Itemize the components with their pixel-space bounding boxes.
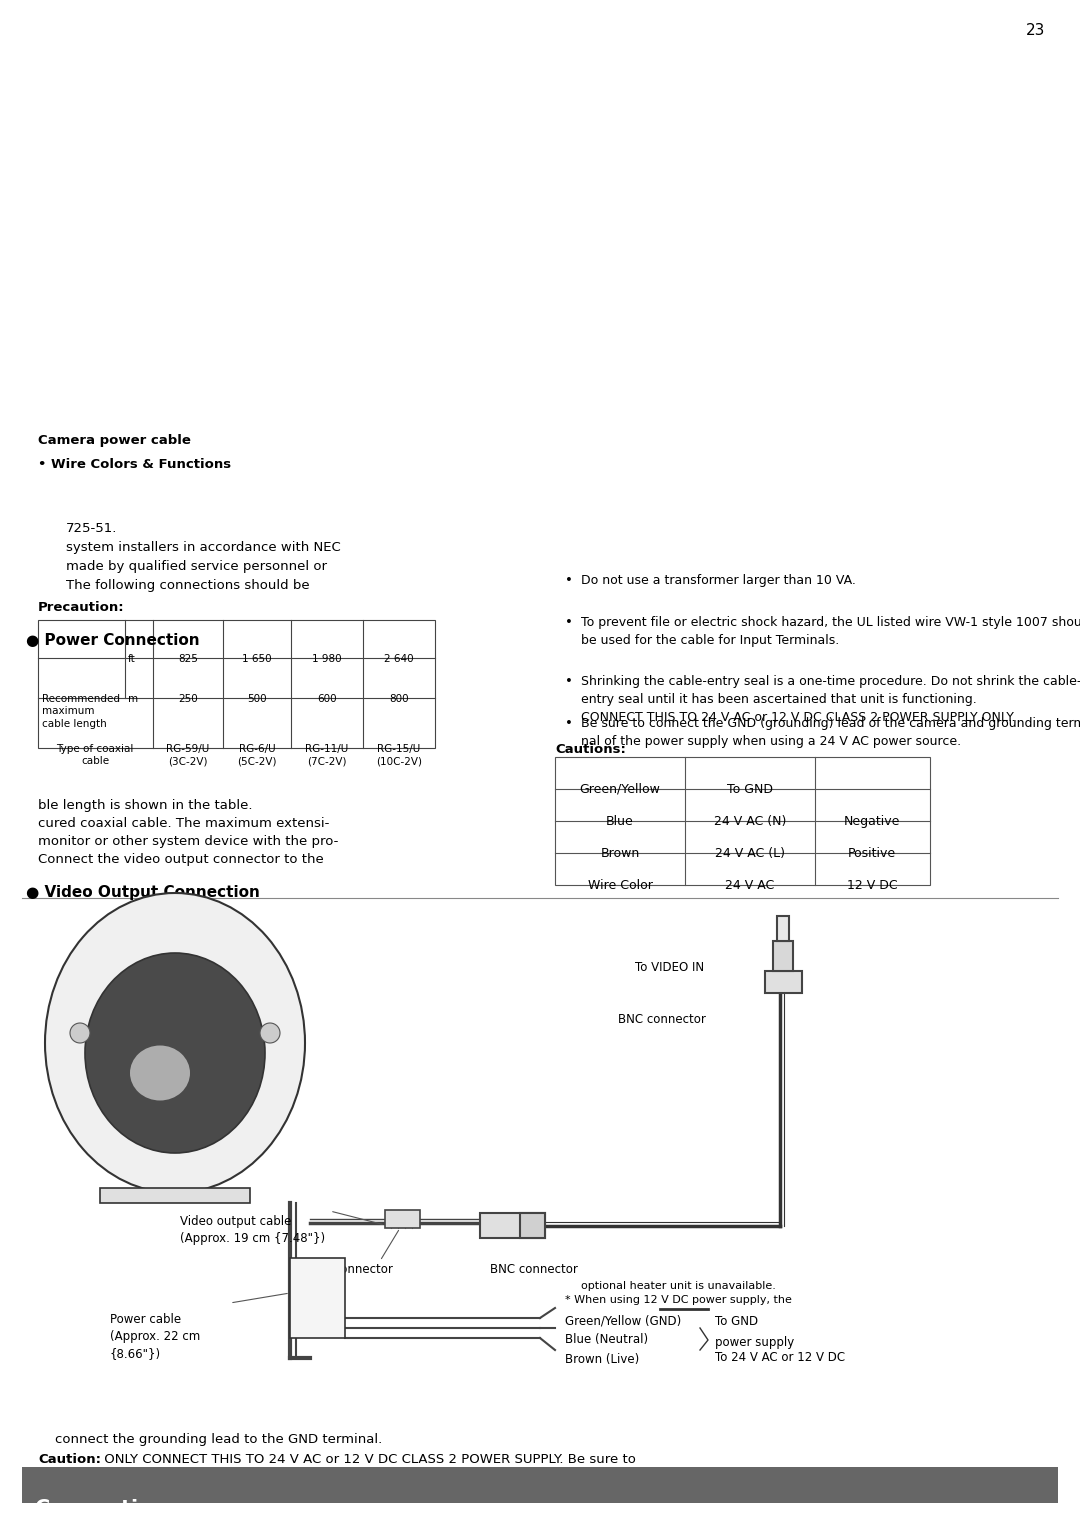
Circle shape	[70, 1023, 90, 1042]
Bar	[38, 619, 435, 748]
Bar	[22, 1467, 1058, 1502]
Text: ● Power Connection: ● Power Connection	[26, 633, 200, 648]
Text: •: •	[565, 717, 572, 730]
Text: RG-59/U
(3C-2V): RG-59/U (3C-2V)	[166, 744, 210, 766]
Text: Be sure to connect the GND (grounding) lead of the camera and grounding termi-
n: Be sure to connect the GND (grounding) l…	[581, 717, 1080, 748]
Text: 24 V AC: 24 V AC	[726, 878, 774, 892]
Text: Video output cable
(Approx. 19 cm {7.48"}): Video output cable (Approx. 19 cm {7.48"…	[180, 1216, 325, 1245]
Text: 1 650: 1 650	[242, 655, 272, 664]
Text: Precaution:: Precaution:	[38, 601, 124, 615]
Text: Connections: Connections	[35, 1499, 180, 1519]
Bar	[100, 1188, 249, 1203]
Text: made by qualified service personnel or: made by qualified service personnel or	[66, 560, 327, 573]
Text: Do not use a transformer larger than 10 VA.: Do not use a transformer larger than 10 …	[581, 573, 855, 587]
Text: To 24 V AC or 12 V DC: To 24 V AC or 12 V DC	[715, 1351, 846, 1364]
Text: Cautions:: Cautions:	[555, 744, 626, 756]
Text: To VIDEO IN: To VIDEO IN	[635, 961, 704, 973]
Text: optional heater unit is unavailable.: optional heater unit is unavailable.	[581, 1282, 775, 1291]
Text: Negative: Negative	[843, 816, 901, 828]
Text: 250: 250	[178, 694, 198, 704]
Bar	[480, 1213, 545, 1239]
Text: ONLY CONNECT THIS TO 24 V AC or 12 V DC CLASS 2 POWER SUPPLY. Be sure to: ONLY CONNECT THIS TO 24 V AC or 12 V DC …	[100, 1453, 636, 1466]
Text: 12 V DC: 12 V DC	[847, 878, 897, 892]
Text: ft: ft	[129, 655, 136, 664]
Text: connect the grounding lead to the GND terminal.: connect the grounding lead to the GND te…	[38, 1433, 382, 1446]
Text: system installers in accordance with NEC: system installers in accordance with NEC	[66, 541, 341, 553]
Bar	[777, 917, 789, 941]
Text: Camera power cable: Camera power cable	[38, 434, 191, 448]
Text: BNC connector: BNC connector	[305, 1263, 393, 1275]
Text: power supply: power supply	[715, 1335, 794, 1349]
Text: Blue (Neutral): Blue (Neutral)	[565, 1334, 648, 1346]
Text: monitor or other system device with the pro-: monitor or other system device with the …	[38, 835, 338, 848]
Text: Power cable
(Approx. 22 cm
{8.66"}): Power cable (Approx. 22 cm {8.66"})	[110, 1312, 200, 1360]
Text: Type of coaxial
cable: Type of coaxial cable	[56, 744, 134, 766]
Bar	[773, 941, 793, 970]
Text: 800: 800	[389, 694, 409, 704]
Bar	[555, 757, 930, 885]
Text: cured coaxial cable. The maximum extensi-: cured coaxial cable. The maximum extensi…	[38, 817, 329, 829]
Text: Brown: Brown	[600, 848, 639, 860]
Text: Recommended
maximum
cable length: Recommended maximum cable length	[42, 694, 120, 728]
Text: •: •	[565, 616, 572, 629]
Text: To GND: To GND	[715, 1315, 758, 1328]
Text: Positive: Positive	[848, 848, 896, 860]
Text: Shrinking the cable-entry seal is a one-time procedure. Do not shrink the cable-: Shrinking the cable-entry seal is a one-…	[581, 675, 1080, 724]
Text: 24 V AC (N): 24 V AC (N)	[714, 816, 786, 828]
Text: Green/Yellow (GND): Green/Yellow (GND)	[565, 1315, 681, 1328]
Text: 500: 500	[247, 694, 267, 704]
Text: BNC connector: BNC connector	[618, 1013, 706, 1026]
Text: •: •	[565, 675, 572, 688]
Text: m: m	[129, 694, 138, 704]
Text: The following connections should be: The following connections should be	[66, 579, 310, 592]
Text: 2 640: 2 640	[384, 655, 414, 664]
Text: Green/Yellow: Green/Yellow	[580, 783, 661, 796]
Text: To prevent file or electric shock hazard, the UL listed wire VW-1 style 1007 sho: To prevent file or electric shock hazard…	[581, 616, 1080, 647]
Text: BNC connector: BNC connector	[490, 1263, 578, 1275]
Text: Connect the video output connector to the: Connect the video output connector to th…	[38, 852, 324, 866]
Text: Wire Color: Wire Color	[588, 878, 652, 892]
Text: • Wire Colors & Functions: • Wire Colors & Functions	[38, 458, 231, 471]
Text: ● Video Output Connection: ● Video Output Connection	[26, 885, 260, 900]
Bar	[519, 1213, 545, 1239]
Ellipse shape	[85, 954, 265, 1153]
Text: Caution:: Caution:	[38, 1453, 102, 1466]
Text: •: •	[565, 573, 572, 587]
Text: 23: 23	[1026, 23, 1045, 38]
Bar	[384, 1210, 420, 1228]
Text: 725-51.: 725-51.	[66, 523, 118, 535]
Text: ble length is shown in the table.: ble length is shown in the table.	[38, 799, 253, 812]
Text: Brown (Live): Brown (Live)	[565, 1354, 639, 1366]
Text: 825: 825	[178, 655, 198, 664]
Bar	[765, 970, 802, 993]
Circle shape	[260, 1023, 280, 1042]
Text: 24 V AC (L): 24 V AC (L)	[715, 848, 785, 860]
Text: 1 980: 1 980	[312, 655, 341, 664]
Bar	[291, 1259, 345, 1338]
Text: RG-6/U
(5C-2V): RG-6/U (5C-2V)	[238, 744, 276, 766]
Text: * When using 12 V DC power supply, the: * When using 12 V DC power supply, the	[565, 1295, 792, 1305]
Text: To GND: To GND	[727, 783, 773, 796]
Ellipse shape	[130, 1046, 190, 1101]
Text: Blue: Blue	[606, 816, 634, 828]
Ellipse shape	[45, 894, 305, 1193]
Text: 600: 600	[318, 694, 337, 704]
Text: RG-15/U
(10C-2V): RG-15/U (10C-2V)	[376, 744, 422, 766]
Text: RG-11/U
(7C-2V): RG-11/U (7C-2V)	[306, 744, 349, 766]
